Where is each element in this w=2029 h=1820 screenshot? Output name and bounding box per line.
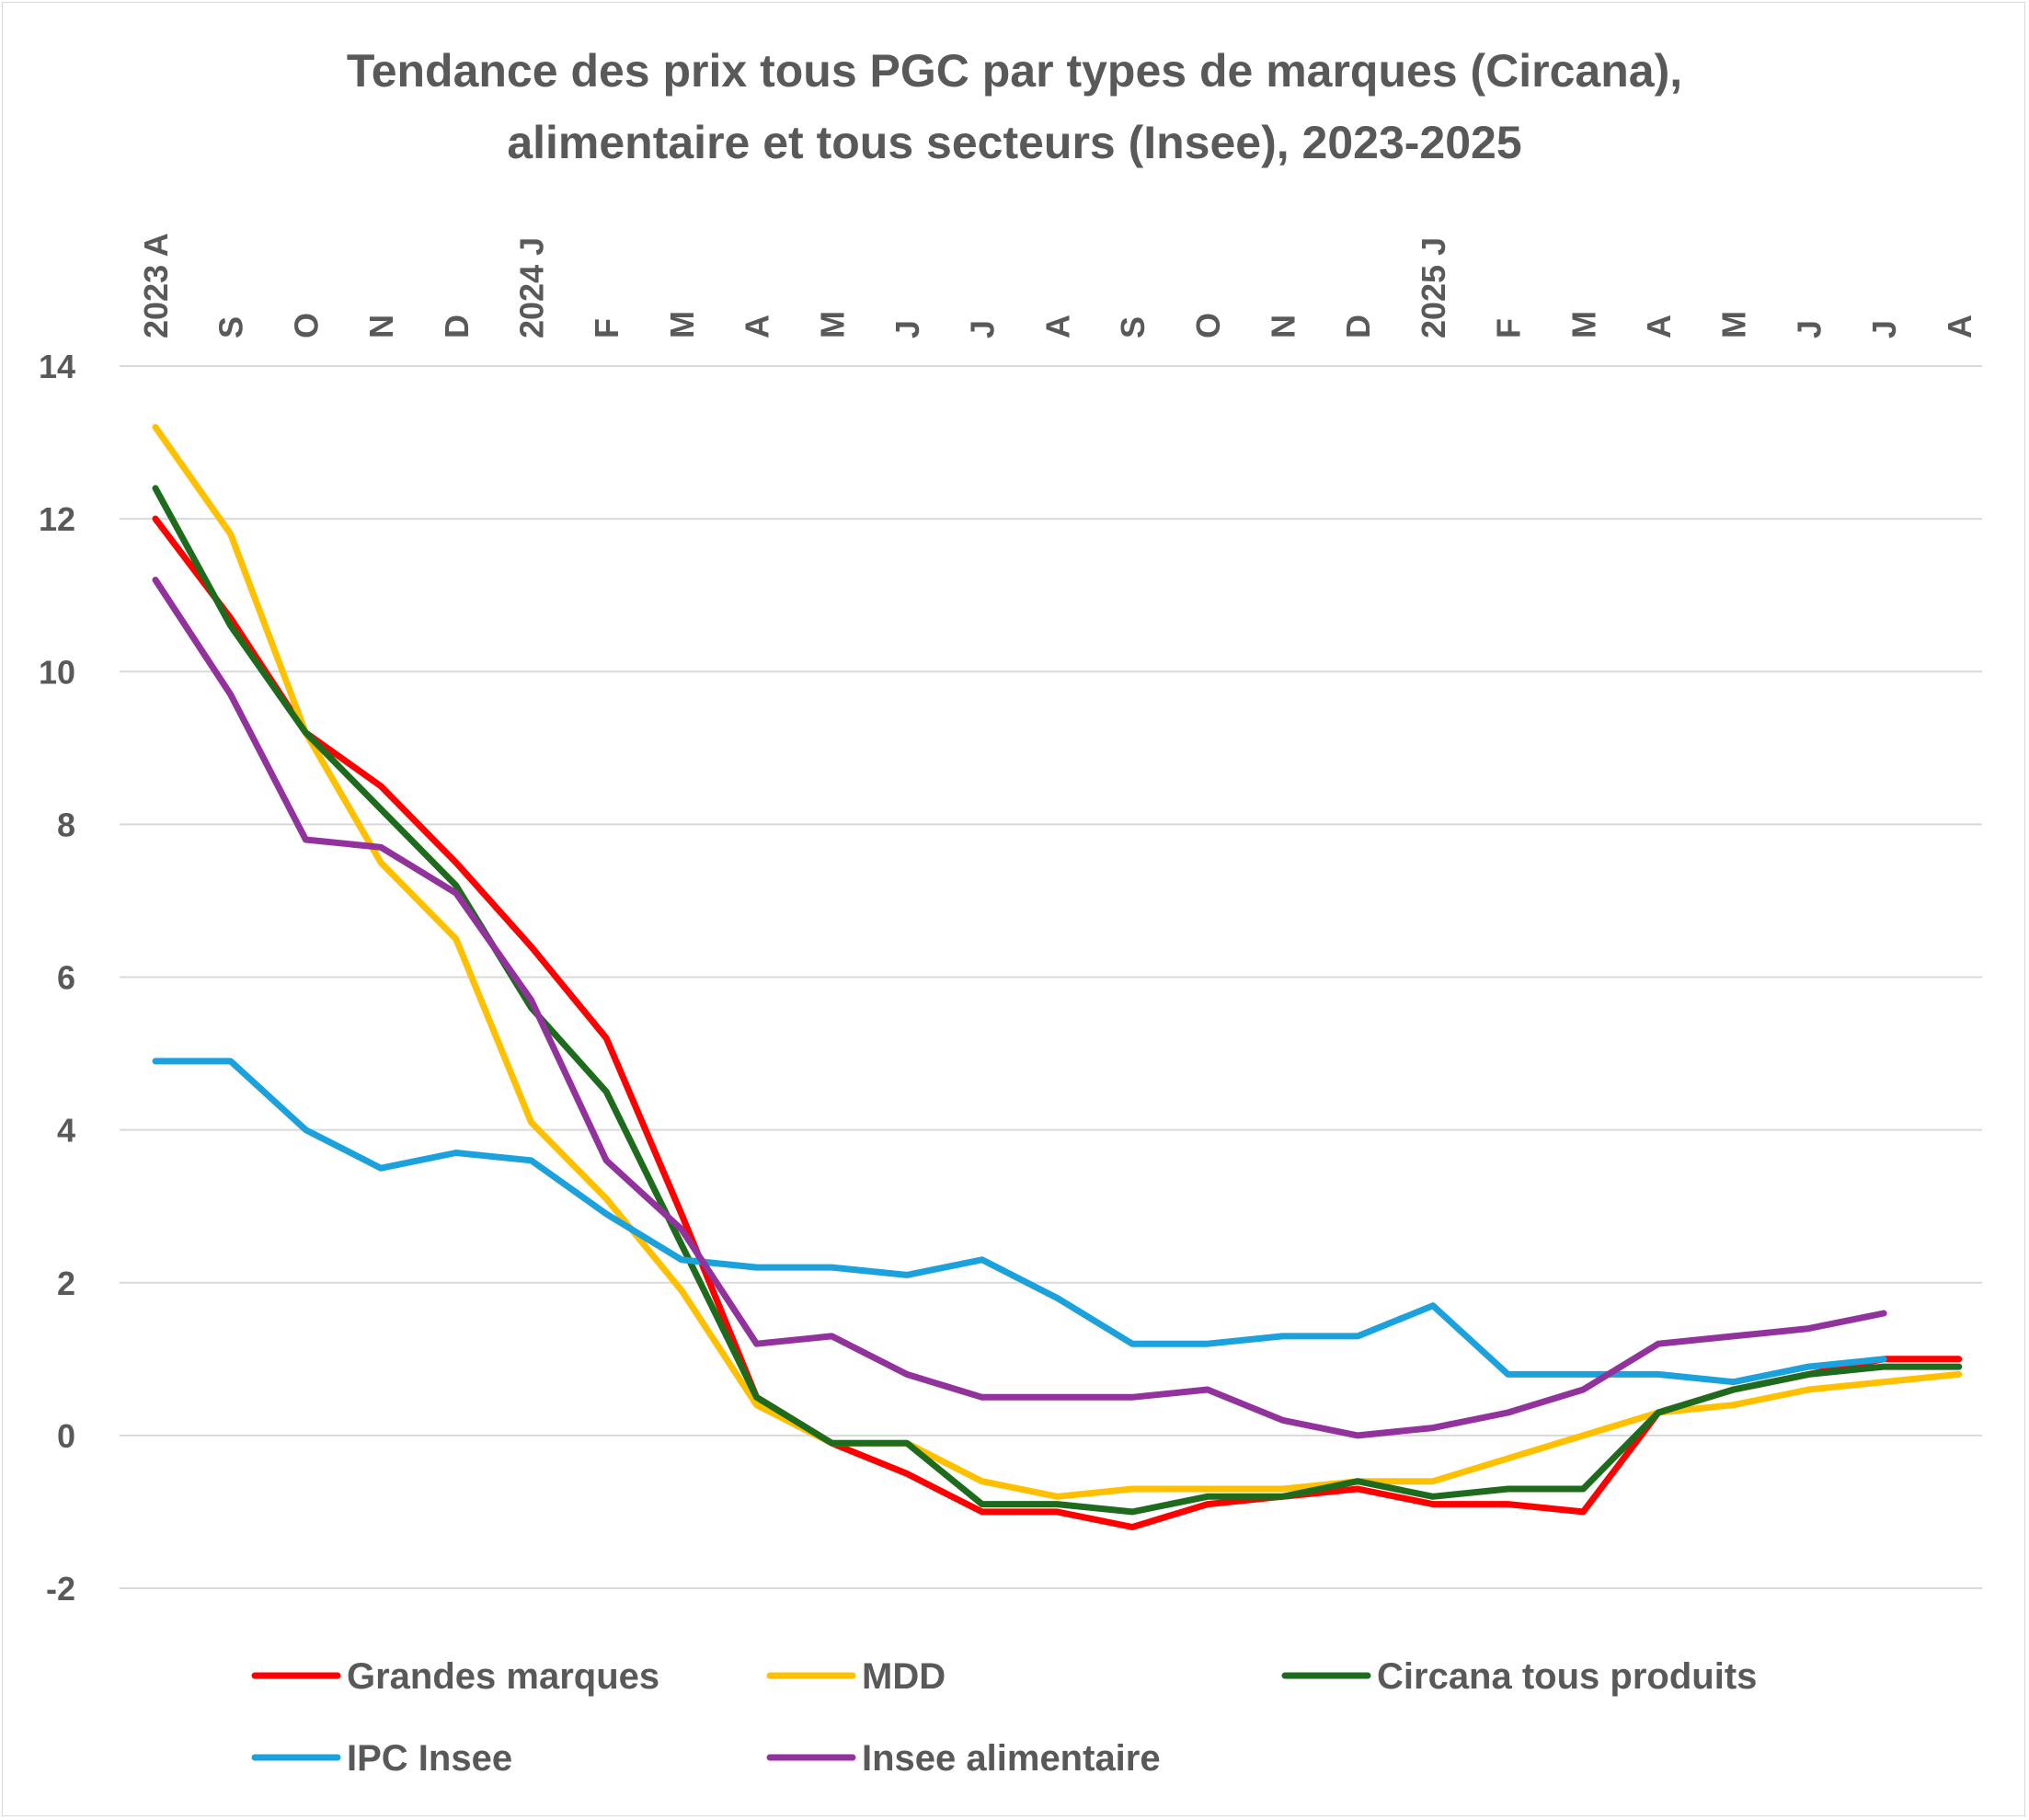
legend-label: Grandes marques <box>347 1656 659 1697</box>
legend-item-circana-tous-produits: Circana tous produits <box>1281 1656 1757 1697</box>
chart-title-line-2: alimentaire et tous secteurs (Insee), 20… <box>507 117 1522 168</box>
y-tick-label: 4 <box>57 1112 75 1150</box>
x-tick-label: 2024 J <box>513 237 551 338</box>
x-tick-label: D <box>438 315 476 338</box>
y-tick-label: -2 <box>46 1570 75 1608</box>
legend-label: IPC Insee <box>347 1738 512 1779</box>
x-tick-label: O <box>1189 313 1227 338</box>
legend: Grandes marques MDD Circana tous produits I… <box>251 1656 1757 1779</box>
x-tick-label: M <box>1565 311 1602 338</box>
legend-label: Circana tous produits <box>1377 1656 1757 1697</box>
y-tick-label: 14 <box>39 348 75 385</box>
x-tick-label: F <box>1490 318 1528 338</box>
x-tick-label: J <box>1865 320 1903 338</box>
x-tick-label: M <box>1715 311 1753 338</box>
x-tick-label: 2023 A <box>137 233 175 338</box>
x-tick-label: F <box>588 318 625 338</box>
series-line-insee-alimentaire <box>152 577 1887 1439</box>
y-axis-tick-labels: 14 12 10 8 6 4 2 0 -2 <box>39 348 75 1608</box>
x-axis-tick-labels: 2023 A S O N D 2024 J F M A M J J A S O N D 2025 J F M A M J J A <box>137 233 1978 338</box>
x-tick-label: 2025 J <box>1415 237 1452 338</box>
chart-title: Tendance des prix tous PGC par types de … <box>0 35 2029 178</box>
x-tick-label: A <box>1640 315 1678 338</box>
x-tick-label: N <box>1265 315 1302 338</box>
legend-item-ipc-insee: IPC Insee <box>251 1738 512 1779</box>
y-tick-label: 8 <box>57 806 75 843</box>
legend-item-insee-alimentaire: Insee alimentaire <box>766 1738 1161 1779</box>
y-tick-label: 10 <box>39 653 75 691</box>
x-tick-label: A <box>739 315 776 338</box>
x-tick-label: D <box>1339 315 1377 338</box>
y-tick-label: 6 <box>57 959 75 997</box>
x-tick-label: A <box>1038 315 1076 338</box>
grid-lines <box>120 365 1982 1589</box>
series-line-mdd <box>152 424 1963 1500</box>
x-tick-label: O <box>287 313 325 338</box>
series-line-ipc-insee <box>152 1058 1887 1386</box>
x-tick-label: J <box>1790 320 1828 338</box>
x-tick-label: M <box>663 311 701 338</box>
legend-label: MDD <box>862 1656 946 1697</box>
legend-item-grandes-marques: Grandes marques <box>251 1656 659 1697</box>
x-tick-label: J <box>964 320 1002 338</box>
legend-label: Insee alimentaire <box>862 1738 1161 1779</box>
series-lines <box>152 424 1963 1530</box>
legend-item-mdd: MDD <box>766 1656 946 1697</box>
x-tick-label: S <box>212 316 250 338</box>
x-tick-label: M <box>813 311 851 338</box>
y-tick-label: 0 <box>57 1417 75 1455</box>
y-tick-label: 12 <box>39 500 75 538</box>
x-tick-label: S <box>1114 316 1152 338</box>
series-line-circana-tous-produits <box>152 485 1963 1516</box>
chart-title-line-1: Tendance des prix tous PGC par types de … <box>346 45 1683 97</box>
x-tick-label: A <box>1941 315 1978 338</box>
x-tick-label: J <box>888 320 926 338</box>
x-tick-label: N <box>362 315 400 338</box>
y-tick-label: 2 <box>57 1265 75 1302</box>
